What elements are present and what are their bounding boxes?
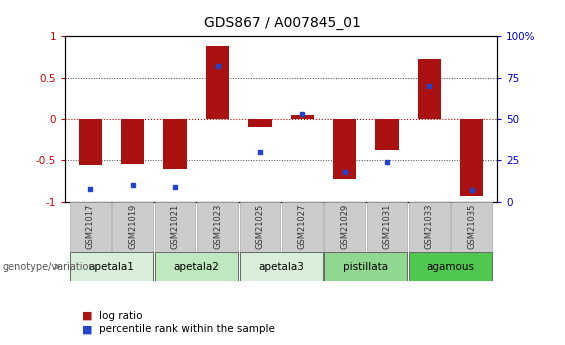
Text: agamous: agamous <box>427 262 475 272</box>
Text: apetala1: apetala1 <box>89 262 134 272</box>
Bar <box>79 119 102 165</box>
Bar <box>460 119 484 196</box>
Text: genotype/variation: genotype/variation <box>3 262 95 272</box>
Text: GSM21027: GSM21027 <box>298 203 307 249</box>
Bar <box>155 202 195 252</box>
Bar <box>70 202 111 252</box>
Bar <box>197 202 238 252</box>
Bar <box>324 252 407 281</box>
Bar <box>324 202 365 252</box>
Bar <box>112 202 153 252</box>
Bar <box>155 252 238 281</box>
Text: apetala2: apetala2 <box>173 262 219 272</box>
Text: apetala3: apetala3 <box>258 262 304 272</box>
Text: GSM21017: GSM21017 <box>86 203 95 249</box>
Text: log ratio: log ratio <box>99 311 142 321</box>
Bar <box>409 252 492 281</box>
Bar <box>206 46 229 119</box>
Bar <box>375 119 399 150</box>
Text: GSM21019: GSM21019 <box>128 203 137 249</box>
Bar <box>282 202 323 252</box>
Bar <box>70 252 153 281</box>
Text: percentile rank within the sample: percentile rank within the sample <box>99 325 275 334</box>
Text: pistillata: pistillata <box>344 262 388 272</box>
Bar <box>163 119 187 169</box>
Bar <box>248 119 272 127</box>
Text: GSM21029: GSM21029 <box>340 203 349 249</box>
Text: ■: ■ <box>82 325 93 334</box>
Text: GSM21035: GSM21035 <box>467 203 476 249</box>
Bar <box>451 202 492 252</box>
Bar <box>409 202 450 252</box>
Text: ■: ■ <box>82 311 93 321</box>
Bar <box>333 119 357 179</box>
Text: GSM21025: GSM21025 <box>255 203 264 249</box>
Text: GDS867 / A007845_01: GDS867 / A007845_01 <box>204 16 361 30</box>
Bar <box>290 115 314 119</box>
Text: GSM21031: GSM21031 <box>383 203 392 249</box>
Text: GSM21033: GSM21033 <box>425 203 434 249</box>
Bar <box>121 119 145 164</box>
Bar <box>240 202 280 252</box>
Bar <box>240 252 323 281</box>
Bar <box>418 59 441 119</box>
Bar <box>367 202 407 252</box>
Text: GSM21023: GSM21023 <box>213 203 222 249</box>
Text: GSM21021: GSM21021 <box>171 203 180 249</box>
